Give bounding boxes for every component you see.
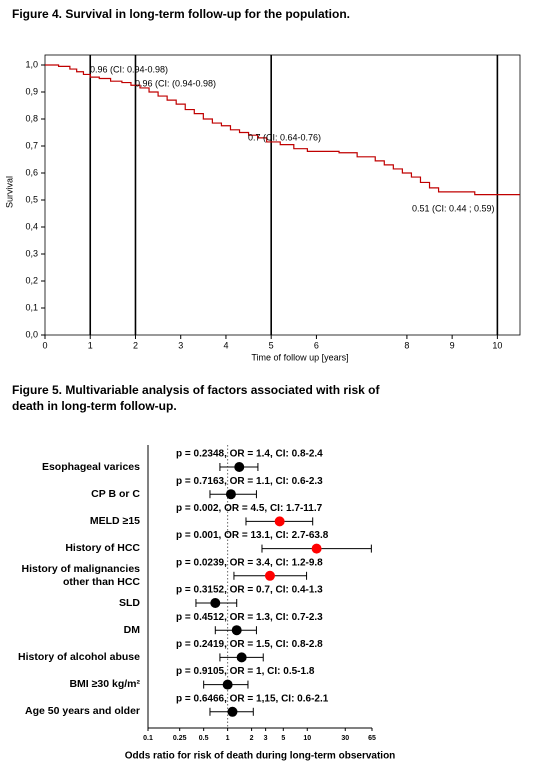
y-tick-label: 0,8 [25,113,38,123]
odds-ratio-point [222,679,233,690]
odds-ratio-point [234,462,245,472]
y-axis-label: Survival [4,176,14,208]
figure-title: Figure 5. Multivariable analysis of fact… [12,383,380,413]
x-tick-label: 5 [281,735,285,742]
x-tick-label: 65 [368,735,376,742]
x-tick-label: 1 [88,340,93,350]
odds-ratio-point [210,598,221,608]
plot-frame [44,54,521,336]
x-tick-label: 6 [314,340,319,350]
odds-ratio-point [264,570,275,581]
category-label: History of alcohol abuse [18,650,140,663]
x-tick-label: 0 [42,340,47,350]
odds-ratio-point [231,625,242,636]
category-label: DM [123,623,140,636]
odds-ratio-point [274,516,285,527]
odds-ratio-point [236,652,247,663]
annotation: p = 0.2419, OR = 1.5, CI: 0.8-2.8 [176,639,323,650]
y-tick-label: 0,7 [25,140,38,150]
category-label: BMI ≥30 kg/m² [69,678,140,691]
annotation: 0.96 (CI: 0.94-0.98) [90,64,168,74]
y-tick-label: 0,9 [25,86,38,96]
category-label: History of malignancies other than HCC [21,562,140,588]
annotation: p = 0.002, OR = 4.5, CI: 1.7-11.7 [176,503,323,514]
annotation: p = 0.7163, OR = 1.1, CI: 0.6-2.3 [176,476,323,487]
category-label: MELD ≥15 [89,514,140,527]
x-tick-label: 2 [133,340,138,350]
annotation: p = 0.0239, OR = 3.4, CI: 1.2-9.8 [176,557,323,568]
odds-ratio-point [227,706,238,717]
figure-title: Figure 4. Survival in long-term follow-u… [12,7,350,21]
x-tick-label: 4 [223,340,228,350]
annotation: 0.51 (CI: 0.44 ; 0.59) [412,203,495,213]
x-tick-label: 1 [226,735,230,742]
odds-ratio-point [225,489,236,500]
annotation: p = 0.001, OR = 13.1, CI: 2.7-63.8 [176,530,329,541]
category-label: CP B or C [91,487,140,500]
y-tick-label: 0,6 [25,167,38,177]
odds-ratio-point [311,543,322,554]
annotation: p = 0.4512, OR = 1.3, CI: 0.7-2.3 [176,612,323,623]
x-tick-label: 10 [492,340,502,350]
x-tick-label: 9 [450,340,455,350]
x-tick-label: 0.1 [143,735,153,742]
x-axis-label: Odds ratio for risk of death during long… [125,751,396,762]
x-tick-label: 30 [341,735,349,742]
category-label: Esophageal varices [41,460,140,473]
y-tick-label: 0,3 [25,248,38,258]
category-label: SLD [119,596,140,609]
x-tick-label: 10 [303,735,311,742]
y-tick-label: 0,5 [25,194,38,204]
x-tick-label: 0.25 [173,735,187,742]
annotation: p = 0.3152, OR = 0.7, CI: 0.4-1.3 [176,585,323,596]
x-tick-label: 5 [269,340,274,350]
annotation: p = 0.2348, OR = 1.4, CI: 0.8-2.4 [176,449,323,460]
category-label: Age 50 years and older [25,705,140,718]
y-tick-label: 0,0 [25,329,38,339]
annotation: p = 0.6466, OR = 1,15, CI: 0.6-2.1 [176,693,329,704]
x-tick-label: 2 [250,735,254,742]
y-tick-label: 0,2 [25,275,38,285]
annotation: p = 0.9105, OR = 1, CI: 0.5-1.8 [176,666,315,677]
y-tick-label: 0,1 [25,302,38,312]
x-tick-label: 8 [404,340,409,350]
category-label: History of HCC [65,542,140,555]
annotation: 0.7 (CI: 0.64-0.76) [248,132,321,142]
y-tick-label: 1,0 [25,59,38,69]
x-axis-label: Time of follow up [years] [251,352,348,362]
y-tick-label: 0,4 [25,221,38,231]
x-tick-label: 3 [264,735,268,742]
x-tick-label: 0.5 [199,735,209,742]
annotation: 0.96 (CI: (0.94-0.98) [135,78,216,88]
survival-curve [45,64,520,196]
x-tick-label: 3 [178,340,183,350]
